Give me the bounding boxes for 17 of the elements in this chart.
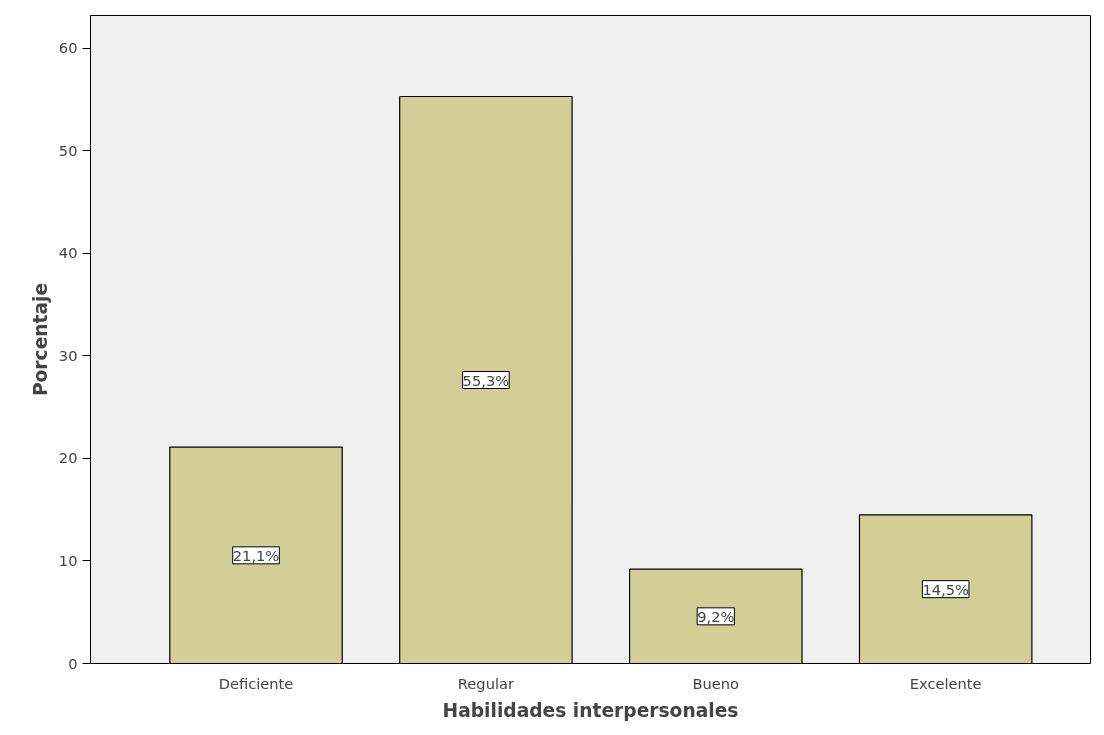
x-tick-label: Regular [457,674,515,692]
y-tick-label: 10 [58,551,78,569]
data-label: 55,3% [462,371,510,389]
x-tick-label: Excelente [909,674,982,692]
x-tick-label: Deficiente [218,674,294,692]
x-axis-title: Habilidades interpersonales [442,699,739,721]
data-label: 21,1% [232,546,280,564]
y-tick-label: 20 [58,449,78,467]
x-tick-label: Bueno [692,674,740,692]
y-tick-label: 50 [58,141,78,159]
y-axis-title: Porcentaje [29,282,51,397]
data-label: 9,2% [697,607,735,625]
y-tick-label: 40 [58,244,78,262]
y-tick-label: 0 [68,654,78,672]
y-tick-label: 30 [58,346,78,364]
data-label: 14,5% [922,580,970,598]
y-tick-label: 60 [58,39,78,57]
